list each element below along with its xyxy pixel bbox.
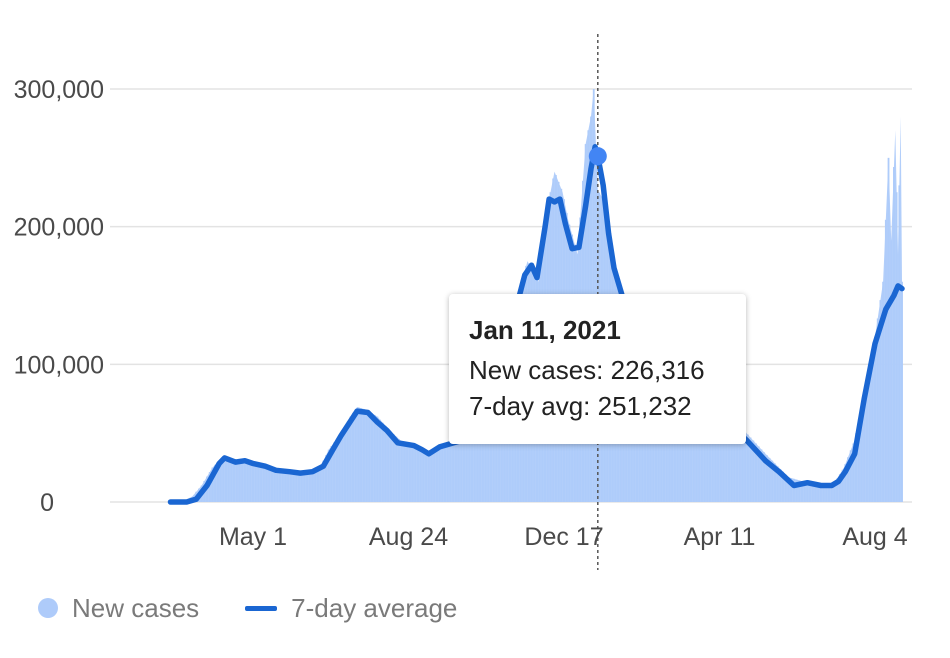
hover-cursor	[588, 34, 607, 570]
data-tooltip: Jan 11, 2021 New cases: 226,316 7-day av…	[449, 294, 746, 444]
y-tick-label: 200,000	[14, 214, 104, 242]
seven-day-average-line	[167, 144, 905, 505]
y-tick-label: 300,000	[14, 76, 104, 104]
x-tick-label: May 1	[219, 523, 287, 551]
y-tick-label: 100,000	[14, 351, 104, 379]
legend-swatch-line	[245, 605, 278, 611]
tooltip-seven-day-avg: 7-day avg: 251,232	[469, 391, 692, 421]
legend-item-new-cases[interactable]: New cases	[38, 593, 199, 624]
chart-legend: New cases 7-day average	[38, 588, 503, 628]
legend-label-new-cases: New cases	[72, 592, 200, 623]
x-tick-label: Dec 17	[524, 523, 603, 551]
legend-item-seven-day-average[interactable]: 7-day average	[245, 593, 457, 624]
x-tick-label: Aug 24	[369, 523, 448, 551]
seven-day-average-path	[167, 144, 905, 505]
hover-marker	[588, 147, 607, 166]
x-axis-ticks: May 1 Aug 24 Dec 17 Apr 11 Aug 4	[219, 523, 908, 551]
legend-swatch-dot	[38, 598, 58, 618]
tooltip-new-cases: New cases: 226,316	[469, 355, 705, 385]
tooltip-date: Jan 11, 2021	[469, 315, 621, 345]
y-tick-label: 0	[40, 489, 54, 517]
x-tick-label: Aug 4	[842, 523, 907, 551]
new-cases-bar	[901, 281, 903, 502]
x-tick-label: Apr 11	[684, 523, 756, 551]
legend-label-seven-day-average: 7-day average	[291, 592, 458, 623]
y-axis-ticks: 0 100,000 200,000 300,000	[14, 76, 104, 517]
